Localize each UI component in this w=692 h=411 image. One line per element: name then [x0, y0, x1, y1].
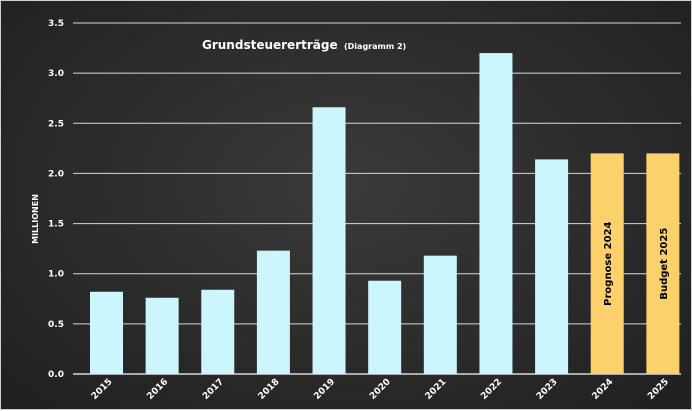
bar-2023	[535, 159, 569, 374]
bar-2018	[256, 250, 290, 374]
y-tick-label: 0.0	[48, 370, 64, 380]
bar-label-2024: Prognose 2024	[603, 221, 614, 305]
bar-2022	[479, 53, 513, 374]
x-tick-label: 2019	[312, 377, 337, 402]
x-tick-label: 2015	[90, 377, 115, 402]
x-tick-label: 2023	[535, 377, 560, 402]
bar-2025	[646, 153, 680, 374]
y-tick-label: 2.5	[48, 119, 64, 129]
x-tick-label: 2020	[368, 377, 393, 402]
bar-2020	[368, 280, 402, 374]
x-axis-ticks: 2015 2016 2017 2018 2019 2020 2021 2022 2023 2024…	[90, 377, 671, 402]
y-tick-label: 1.5	[48, 220, 64, 230]
y-tick-label: 3.0	[48, 69, 64, 79]
x-tick-label: 2024	[591, 377, 616, 402]
bars: Prognose 2024 Budget 2025	[90, 53, 680, 375]
bar-2019	[312, 107, 346, 375]
x-tick-label: 2018	[257, 377, 282, 402]
y-tick-label: 3.5	[48, 19, 64, 29]
bar-2017	[201, 289, 235, 374]
y-axis-label: MILLIONEN	[31, 194, 40, 244]
x-tick-label: 2021	[424, 377, 449, 402]
y-tick-label: 1.0	[48, 270, 64, 280]
y-tick-label: 2.0	[48, 169, 64, 179]
x-tick-label: 2016	[145, 377, 170, 402]
bar-2024	[590, 153, 624, 374]
x-tick-label: 2025	[646, 377, 671, 402]
x-tick-label: 2017	[201, 377, 226, 402]
y-tick-label: 0.5	[48, 320, 64, 330]
y-axis-ticks: 0.0 0.5 1.0 1.5 2.0 2.5 3.0 3.5	[48, 19, 64, 380]
x-tick-label: 2022	[479, 377, 504, 402]
bar-2016	[145, 297, 179, 374]
bar-2015	[90, 291, 123, 374]
bar-label-2025: Budget 2025	[659, 228, 670, 300]
bar-2021	[423, 255, 457, 374]
chart-subtitle: (Diagramm 2)	[344, 42, 406, 51]
chart-title: Grundsteuererträge	[202, 38, 338, 52]
